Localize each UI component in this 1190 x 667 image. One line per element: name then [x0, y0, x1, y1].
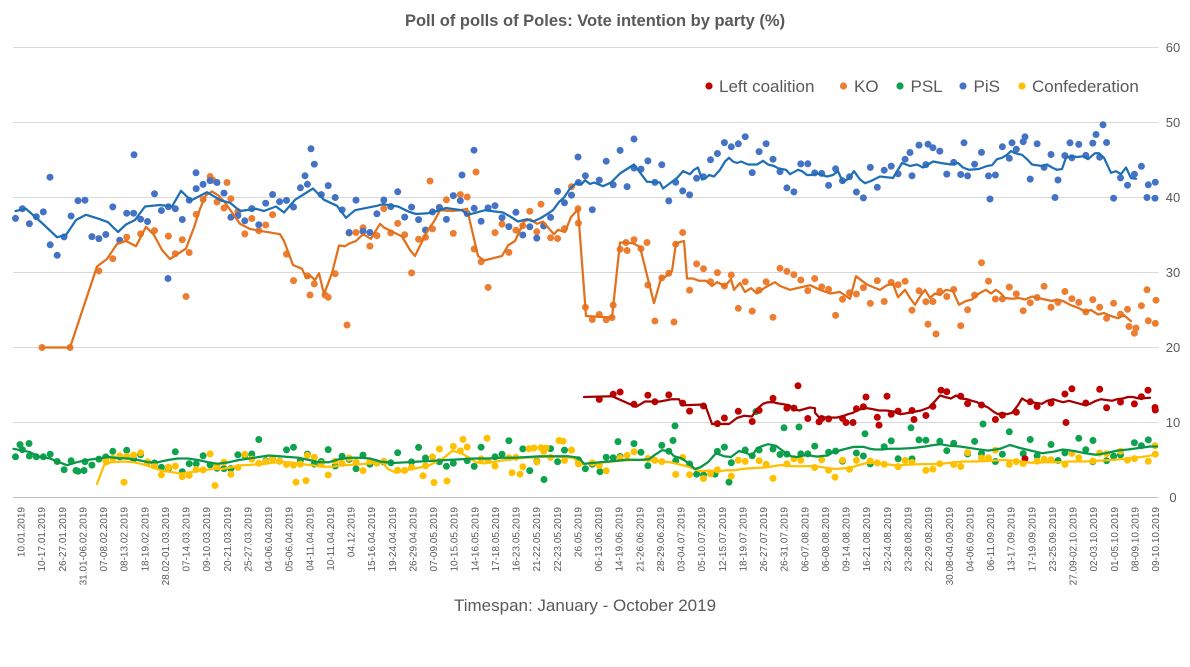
- svg-text:04-11.04.2019: 04-11.04.2019: [305, 507, 316, 571]
- svg-text:09-10.03.2019: 09-10.03.2019: [202, 507, 213, 572]
- svg-text:08-13.02.2019: 08-13.02.2019: [120, 507, 131, 572]
- svg-text:Timespan: January - October 20: Timespan: January - October 2019: [454, 596, 716, 615]
- svg-text:06-07.08.2019: 06-07.08.2019: [800, 507, 811, 572]
- svg-text:Poll of polls of Poles: Vote i: Poll of polls of Poles: Vote intention b…: [405, 12, 785, 30]
- svg-text:28-29.06.2019: 28-29.06.2019: [656, 507, 667, 572]
- svg-text:PiS: PiS: [974, 77, 1000, 96]
- svg-text:26-31.07.2019: 26-31.07.2019: [780, 507, 791, 572]
- svg-text:04-06.09.2019: 04-06.09.2019: [965, 507, 976, 572]
- svg-text:28.02-01.03.2019: 28.02-01.03.2019: [161, 507, 172, 586]
- svg-text:50: 50: [1166, 115, 1180, 130]
- svg-text:20: 20: [1166, 340, 1180, 355]
- svg-text:06-08.08.2019: 06-08.08.2019: [821, 507, 832, 572]
- svg-text:22-29.08.2019: 22-29.08.2019: [924, 507, 935, 572]
- svg-text:10-15.05.2019: 10-15.05.2019: [450, 507, 461, 572]
- svg-text:PSL: PSL: [911, 77, 943, 96]
- svg-text:01-05.10.2019: 01-05.10.2019: [1110, 507, 1121, 572]
- svg-text:10-17.01.2019: 10-17.01.2019: [37, 507, 48, 572]
- svg-text:12-15.07.2019: 12-15.07.2019: [718, 507, 729, 572]
- svg-text:02-03.10.2019: 02-03.10.2019: [1089, 507, 1100, 572]
- svg-text:16-21.08.2019: 16-21.08.2019: [862, 507, 873, 572]
- svg-text:Confederation: Confederation: [1032, 77, 1139, 96]
- svg-text:30: 30: [1166, 265, 1180, 280]
- svg-text:10.01.2019: 10.01.2019: [17, 507, 28, 557]
- svg-text:14-19.06.2019: 14-19.06.2019: [615, 507, 626, 572]
- svg-text:26-29.04.2019: 26-29.04.2019: [408, 507, 419, 572]
- svg-text:06-11.09.2019: 06-11.09.2019: [986, 507, 997, 571]
- svg-text:Left coalition: Left coalition: [719, 77, 814, 96]
- svg-text:22-23.05.2019: 22-23.05.2019: [553, 507, 564, 572]
- svg-text:16-23.05.2019: 16-23.05.2019: [512, 507, 523, 572]
- svg-text:25-27.03.2019: 25-27.03.2019: [243, 507, 254, 572]
- svg-text:07-14.03.2019: 07-14.03.2019: [182, 507, 193, 572]
- svg-text:14-16.05.2019: 14-16.05.2019: [470, 507, 481, 572]
- svg-text:19-24.04.2019: 19-24.04.2019: [388, 507, 399, 572]
- svg-text:04.12.2019: 04.12.2019: [347, 507, 358, 557]
- svg-text:05-06.04.2019: 05-06.04.2019: [285, 507, 296, 572]
- svg-text:23-25.09.2019: 23-25.09.2019: [1048, 507, 1059, 572]
- svg-text:08-09.10.2019: 08-09.10.2019: [1130, 507, 1141, 572]
- svg-text:26.05.2019: 26.05.2019: [574, 507, 585, 557]
- svg-text:13-17.09.2019: 13-17.09.2019: [1007, 507, 1018, 572]
- svg-text:60: 60: [1166, 40, 1180, 55]
- svg-text:KO: KO: [854, 77, 879, 96]
- svg-text:23-28.08.2019: 23-28.08.2019: [904, 507, 915, 572]
- svg-text:04-06.04.2019: 04-06.04.2019: [264, 507, 275, 572]
- svg-text:31.01-06.02.2019: 31.01-06.02.2019: [78, 507, 89, 586]
- svg-text:10-11.04.2019: 10-11.04.2019: [326, 507, 337, 571]
- svg-text:26-27.01.2019: 26-27.01.2019: [58, 507, 69, 572]
- svg-text:09-10.10.2019: 09-10.10.2019: [1151, 507, 1162, 572]
- svg-text:21-22.05.2019: 21-22.05.2019: [532, 507, 543, 572]
- svg-text:05-10.07.2019: 05-10.07.2019: [697, 507, 708, 572]
- svg-text:18-19.07.2019: 18-19.07.2019: [739, 507, 750, 572]
- svg-text:07-09.05.2019: 07-09.05.2019: [429, 507, 440, 572]
- svg-text:20-21.03.2019: 20-21.03.2019: [223, 507, 234, 572]
- svg-text:0: 0: [1169, 490, 1176, 505]
- svg-text:26-27.07.2019: 26-27.07.2019: [759, 507, 770, 572]
- svg-text:10: 10: [1166, 415, 1180, 430]
- svg-text:23-24.08.2019: 23-24.08.2019: [883, 507, 894, 572]
- svg-text:09-14.08.2019: 09-14.08.2019: [842, 507, 853, 572]
- svg-text:03-04.07.2019: 03-04.07.2019: [677, 507, 688, 572]
- svg-text:17-18.05.2019: 17-18.05.2019: [491, 507, 502, 572]
- svg-text:15-16.04.2019: 15-16.04.2019: [367, 507, 378, 572]
- svg-text:18-19.02.2019: 18-19.02.2019: [140, 507, 151, 572]
- svg-text:27.09-02.10.2019: 27.09-02.10.2019: [1069, 507, 1080, 586]
- svg-text:30.08-04.09.2019: 30.08-04.09.2019: [945, 507, 956, 586]
- svg-text:06-13.06.2019: 06-13.06.2019: [594, 507, 605, 572]
- svg-text:21-26.06.2019: 21-26.06.2019: [635, 507, 646, 572]
- svg-text:07-08.02.2019: 07-08.02.2019: [99, 507, 110, 572]
- svg-text:40: 40: [1166, 190, 1180, 205]
- svg-text:17-19.09.2019: 17-19.09.2019: [1027, 507, 1038, 572]
